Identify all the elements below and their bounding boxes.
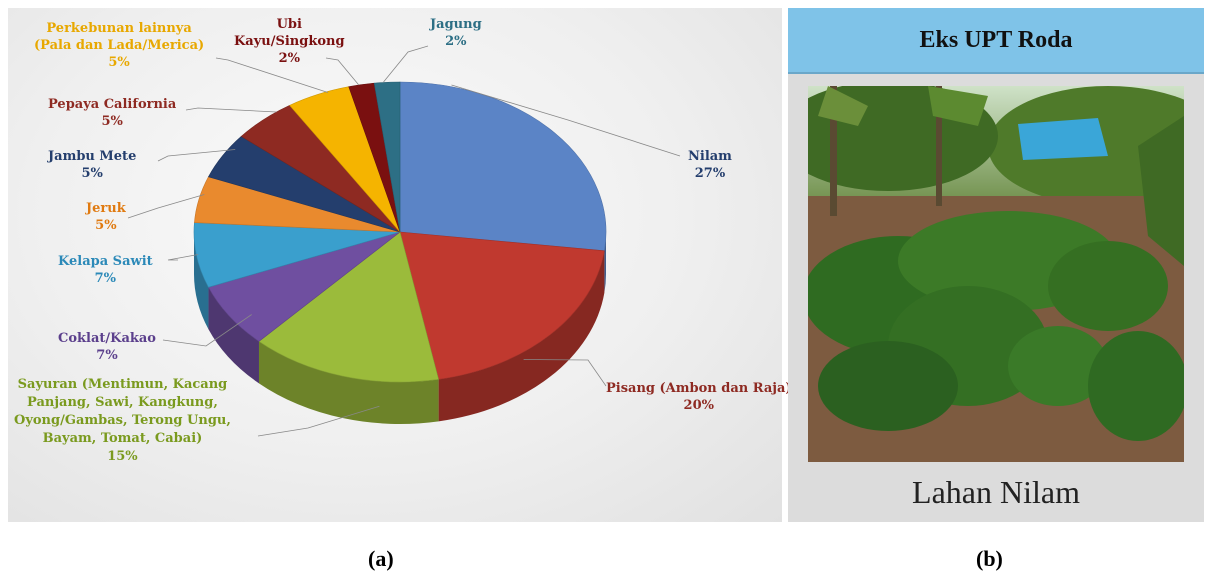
- label-jambu: Jambu Mete 5%: [48, 149, 137, 181]
- pie-slice-sayuran: [258, 231, 439, 383]
- leader-line: [185, 107, 277, 113]
- leader-line: [127, 194, 205, 219]
- leader-line: [451, 84, 681, 157]
- pie-side-walls: [194, 232, 606, 424]
- pie-side-kelapa: [194, 232, 209, 330]
- label-coklat: Coklat/Kakao 7%: [58, 331, 156, 363]
- photo-title: Eks UPT Roda: [919, 26, 1073, 53]
- leader-line: [325, 57, 360, 86]
- label-sayuran: Sayuran (Mentimun, Kacang Panjang, Sawi, …: [14, 377, 231, 464]
- leader-line: [383, 45, 429, 83]
- label-kelapa: Kelapa Sawit 7%: [58, 254, 153, 286]
- leader-line: [167, 254, 199, 261]
- leader-line: [157, 149, 236, 162]
- pie-side-pisang: [438, 250, 605, 422]
- leader-line: [215, 57, 329, 93]
- photo-caption: Lahan Nilam: [912, 474, 1080, 510]
- label-ubi: Ubi Kayu/Singkong 2%: [234, 17, 345, 66]
- patchouli-field-photo: [808, 86, 1184, 462]
- leader-line: [523, 359, 607, 387]
- pie-slice-pisang: [399, 231, 605, 380]
- photo-panel: Eks UPT Roda: [788, 8, 1204, 522]
- leader-line: [257, 405, 380, 437]
- label-jeruk: Jeruk 5%: [86, 201, 126, 233]
- panel-label-b: (b): [976, 546, 1003, 571]
- label-nilam: Nilam 27%: [688, 149, 732, 181]
- label-pepaya: Pepaya California 5%: [48, 97, 177, 129]
- pie-chart-panel: Jagung 2% Ubi Kayu/Singkong 2% Perkebunan l…: [8, 8, 792, 522]
- pie-chart: [127, 45, 681, 437]
- pie-side-sayuran: [258, 341, 439, 424]
- label-jagung: Jagung 2%: [430, 17, 482, 49]
- label-pisang: Pisang (Ambon dan Raja) 20%: [606, 381, 792, 413]
- pie-slice-jagung: [373, 81, 401, 233]
- panel-label-a: (a): [368, 546, 394, 571]
- pie-side-coklatkakao: [208, 287, 259, 384]
- leader-line: [162, 314, 252, 347]
- photo-header: Eks UPT Roda: [788, 8, 1204, 74]
- label-perkebunan: Perkebunan lainnya (Pala dan Lada/Merica)…: [34, 21, 205, 70]
- pie-slice-nilam: [399, 81, 607, 252]
- pie-side-nilam: [604, 232, 606, 293]
